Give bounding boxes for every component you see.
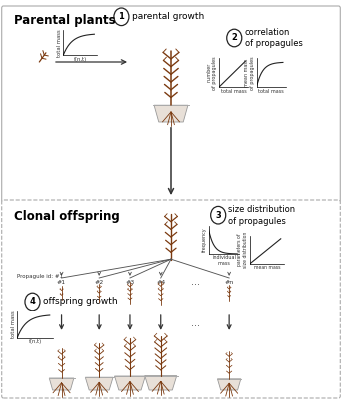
Text: Propagule id: #1: Propagule id: #1 xyxy=(17,274,63,278)
FancyBboxPatch shape xyxy=(2,6,340,202)
X-axis label: f(n,t): f(n,t) xyxy=(28,339,42,344)
Polygon shape xyxy=(218,379,241,390)
Text: parental growth: parental growth xyxy=(132,12,204,21)
Y-axis label: number
of propagules: number of propagules xyxy=(207,56,218,90)
Polygon shape xyxy=(85,377,113,390)
X-axis label: individual
mass: individual mass xyxy=(212,255,236,266)
Text: correlation
of propagules: correlation of propagules xyxy=(245,28,302,48)
X-axis label: total mass: total mass xyxy=(221,88,246,94)
Text: #4: #4 xyxy=(156,280,166,285)
Y-axis label: frequency: frequency xyxy=(202,228,207,252)
Text: #1: #1 xyxy=(57,280,66,285)
Circle shape xyxy=(227,29,242,47)
Text: Clonal offspring: Clonal offspring xyxy=(14,210,119,223)
Polygon shape xyxy=(115,376,145,390)
Circle shape xyxy=(211,206,226,224)
FancyBboxPatch shape xyxy=(2,200,340,398)
Text: 3: 3 xyxy=(215,211,221,220)
Circle shape xyxy=(25,293,40,311)
Y-axis label: mean mass
of propagules: mean mass of propagules xyxy=(244,56,255,90)
Text: size distribution
of propagules: size distribution of propagules xyxy=(228,205,295,226)
Polygon shape xyxy=(145,376,177,390)
Text: 4: 4 xyxy=(29,298,36,306)
Text: offspring growth: offspring growth xyxy=(43,298,117,306)
X-axis label: mean mass: mean mass xyxy=(253,265,280,270)
X-axis label: total mass: total mass xyxy=(258,88,284,94)
Text: #3: #3 xyxy=(125,280,135,285)
Text: #n: #n xyxy=(224,280,234,285)
Y-axis label: total mass: total mass xyxy=(57,29,62,57)
Y-axis label: parameters of
size distribution: parameters of size distribution xyxy=(237,232,248,268)
Polygon shape xyxy=(49,378,74,390)
Text: Parental plants: Parental plants xyxy=(14,14,115,28)
Text: 1: 1 xyxy=(118,12,124,21)
Circle shape xyxy=(114,8,129,26)
Text: ...: ... xyxy=(191,277,200,287)
Polygon shape xyxy=(154,105,188,122)
X-axis label: f(n,t): f(n,t) xyxy=(74,56,87,62)
Y-axis label: total mass: total mass xyxy=(11,310,16,338)
Text: 2: 2 xyxy=(231,34,237,42)
Text: ...: ... xyxy=(191,318,200,328)
Text: #2: #2 xyxy=(94,280,104,285)
